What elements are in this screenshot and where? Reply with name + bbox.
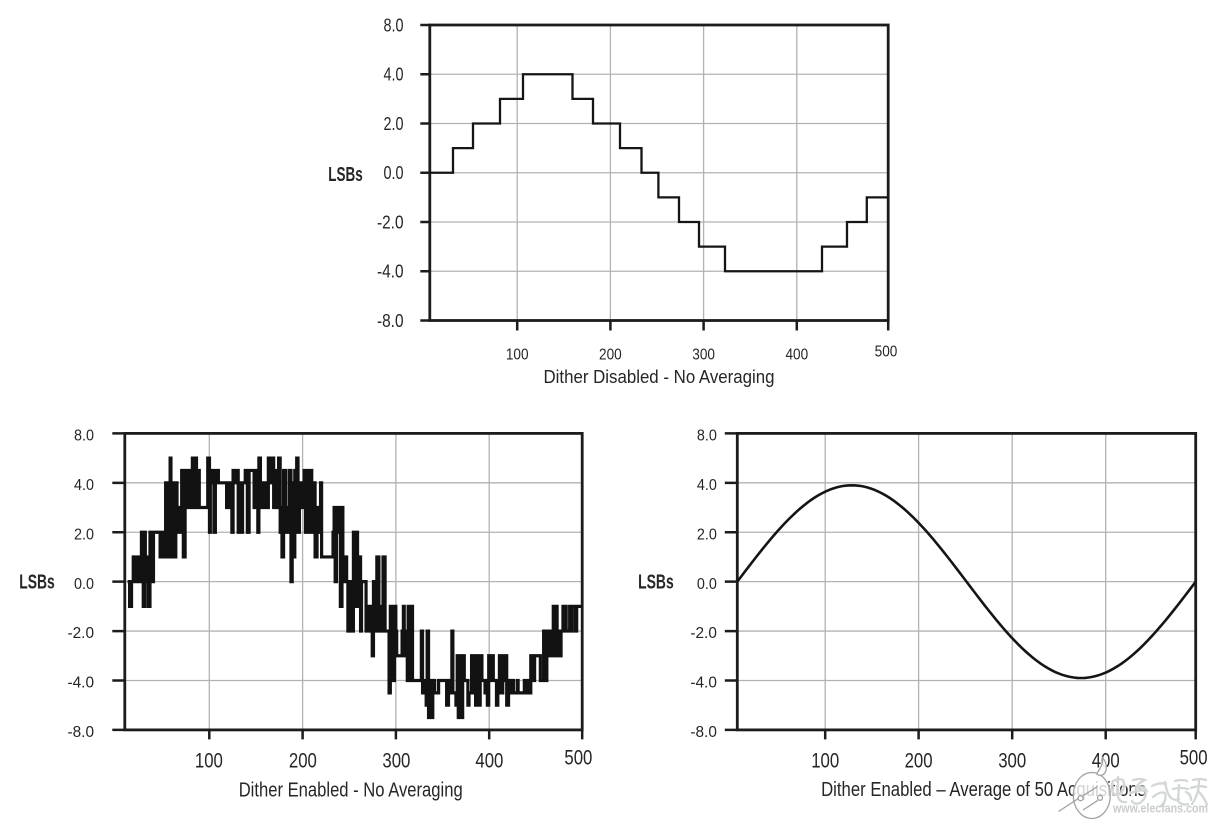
svg-text:LSBs: LSBs (328, 164, 363, 186)
svg-text:0.0: 0.0 (74, 576, 94, 593)
svg-text:400: 400 (785, 347, 808, 364)
svg-text:100: 100 (811, 749, 839, 773)
svg-text:4.0: 4.0 (384, 65, 404, 85)
svg-text:Dither Enabled - No Averaging: Dither Enabled - No Averaging (239, 780, 463, 802)
svg-text:100: 100 (195, 749, 223, 773)
svg-text:-4.0: -4.0 (377, 262, 404, 282)
svg-text:Dither Enabled – Average of 50: Dither Enabled – Average of 50 Acquisiti… (821, 779, 1146, 801)
svg-text:2.0: 2.0 (384, 114, 404, 134)
svg-text:8.0: 8.0 (384, 15, 404, 35)
svg-text:-2.0: -2.0 (68, 625, 95, 642)
svg-text:-8.0: -8.0 (68, 724, 95, 741)
svg-text:LSBs: LSBs (638, 572, 674, 594)
svg-text:-4.0: -4.0 (690, 675, 717, 692)
svg-text:500: 500 (1180, 746, 1208, 770)
svg-text:4.0: 4.0 (74, 477, 94, 494)
svg-text:0.0: 0.0 (697, 576, 717, 593)
svg-text:300: 300 (382, 749, 410, 773)
svg-text:300: 300 (998, 749, 1026, 773)
svg-text:200: 200 (289, 749, 317, 773)
svg-text:2.0: 2.0 (697, 526, 717, 543)
svg-text:-8.0: -8.0 (690, 724, 717, 741)
svg-text:0.0: 0.0 (384, 163, 404, 183)
svg-text:200: 200 (599, 347, 622, 364)
svg-text:2.0: 2.0 (74, 526, 94, 543)
svg-text:8.0: 8.0 (697, 428, 717, 445)
svg-text:LSBs: LSBs (19, 572, 55, 594)
svg-text:-4.0: -4.0 (68, 675, 95, 692)
svg-text:100: 100 (506, 347, 529, 364)
svg-text:Dither Disabled - No Averaging: Dither Disabled - No Averaging (544, 366, 775, 387)
svg-text:8.0: 8.0 (74, 428, 94, 445)
svg-text:500: 500 (875, 344, 898, 361)
svg-text:4.0: 4.0 (697, 477, 717, 494)
svg-text:-2.0: -2.0 (377, 212, 404, 232)
svg-text:-2.0: -2.0 (690, 625, 717, 642)
svg-text:www.elecfans.com: www.elecfans.com (1112, 801, 1208, 816)
svg-text:500: 500 (564, 746, 592, 770)
svg-text:300: 300 (692, 347, 715, 364)
svg-text:200: 200 (905, 749, 933, 773)
svg-text:-8.0: -8.0 (377, 311, 404, 331)
svg-text:400: 400 (475, 749, 503, 773)
